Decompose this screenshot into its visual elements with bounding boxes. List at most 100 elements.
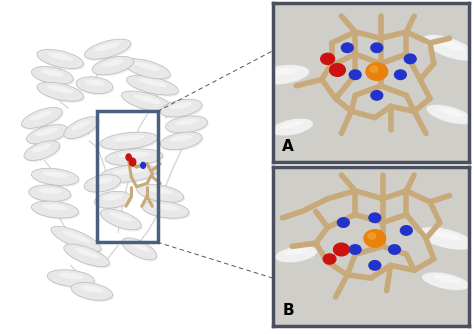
Ellipse shape <box>101 134 159 151</box>
Text: B: B <box>283 303 294 318</box>
Ellipse shape <box>100 209 141 230</box>
Ellipse shape <box>438 108 464 117</box>
Ellipse shape <box>31 168 79 185</box>
Ellipse shape <box>84 80 105 86</box>
Text: A: A <box>283 139 294 154</box>
Ellipse shape <box>105 149 163 166</box>
Circle shape <box>368 233 376 239</box>
Ellipse shape <box>137 184 184 202</box>
Ellipse shape <box>162 134 203 151</box>
Ellipse shape <box>84 39 131 59</box>
Circle shape <box>404 54 416 63</box>
Ellipse shape <box>76 77 113 94</box>
Ellipse shape <box>113 168 144 174</box>
Circle shape <box>141 162 146 168</box>
Ellipse shape <box>24 141 60 161</box>
Ellipse shape <box>417 227 474 250</box>
Ellipse shape <box>255 64 310 85</box>
Ellipse shape <box>31 66 73 84</box>
Ellipse shape <box>138 186 185 204</box>
Circle shape <box>323 254 336 264</box>
Ellipse shape <box>130 241 149 252</box>
Ellipse shape <box>113 135 144 142</box>
Ellipse shape <box>31 201 79 218</box>
Ellipse shape <box>64 117 99 139</box>
Circle shape <box>341 43 353 52</box>
Ellipse shape <box>38 84 85 103</box>
Ellipse shape <box>93 58 135 76</box>
Ellipse shape <box>23 109 64 130</box>
Ellipse shape <box>30 186 72 203</box>
Circle shape <box>364 230 386 247</box>
Circle shape <box>370 66 378 72</box>
Ellipse shape <box>42 171 68 178</box>
Ellipse shape <box>121 91 173 112</box>
Ellipse shape <box>36 128 58 136</box>
Ellipse shape <box>162 101 203 119</box>
Ellipse shape <box>25 142 61 162</box>
Ellipse shape <box>422 272 470 291</box>
Ellipse shape <box>21 108 62 128</box>
Ellipse shape <box>100 165 157 182</box>
Ellipse shape <box>431 230 462 241</box>
Circle shape <box>337 218 349 227</box>
Ellipse shape <box>38 51 85 70</box>
Ellipse shape <box>41 69 64 76</box>
Ellipse shape <box>85 176 122 194</box>
Circle shape <box>401 226 412 235</box>
Ellipse shape <box>28 126 69 146</box>
Ellipse shape <box>135 62 160 71</box>
Circle shape <box>371 91 383 100</box>
Ellipse shape <box>101 166 159 184</box>
Ellipse shape <box>48 272 96 289</box>
Ellipse shape <box>142 201 189 218</box>
Ellipse shape <box>110 212 132 222</box>
Ellipse shape <box>123 239 158 262</box>
Ellipse shape <box>101 59 124 67</box>
Ellipse shape <box>128 77 180 97</box>
Ellipse shape <box>64 244 109 267</box>
Circle shape <box>349 70 361 79</box>
Circle shape <box>334 243 349 256</box>
Ellipse shape <box>122 238 156 260</box>
Ellipse shape <box>267 68 297 76</box>
Ellipse shape <box>84 175 120 192</box>
Ellipse shape <box>106 150 164 167</box>
Circle shape <box>366 63 388 80</box>
Ellipse shape <box>284 248 307 255</box>
Ellipse shape <box>123 93 174 114</box>
Ellipse shape <box>165 116 208 133</box>
Ellipse shape <box>37 49 83 68</box>
Ellipse shape <box>160 132 202 150</box>
Ellipse shape <box>74 248 100 258</box>
Circle shape <box>129 158 136 166</box>
Ellipse shape <box>422 34 474 61</box>
Ellipse shape <box>29 185 71 201</box>
Ellipse shape <box>275 246 318 263</box>
Ellipse shape <box>153 204 179 210</box>
Ellipse shape <box>124 59 170 79</box>
Ellipse shape <box>92 178 112 184</box>
Ellipse shape <box>94 42 120 51</box>
Ellipse shape <box>58 273 84 279</box>
Ellipse shape <box>138 78 167 87</box>
Circle shape <box>126 154 131 160</box>
Ellipse shape <box>102 194 123 200</box>
Ellipse shape <box>47 270 94 287</box>
Ellipse shape <box>48 52 73 60</box>
Circle shape <box>321 53 335 64</box>
Ellipse shape <box>170 102 192 109</box>
Ellipse shape <box>52 228 102 254</box>
Circle shape <box>349 245 361 254</box>
Ellipse shape <box>72 284 114 302</box>
Ellipse shape <box>100 132 157 150</box>
Ellipse shape <box>96 193 133 210</box>
Ellipse shape <box>127 75 178 95</box>
Ellipse shape <box>433 275 459 283</box>
Ellipse shape <box>125 60 172 80</box>
Ellipse shape <box>65 246 111 268</box>
Ellipse shape <box>133 95 162 104</box>
Ellipse shape <box>33 170 80 187</box>
Ellipse shape <box>77 78 114 95</box>
Ellipse shape <box>167 118 209 135</box>
